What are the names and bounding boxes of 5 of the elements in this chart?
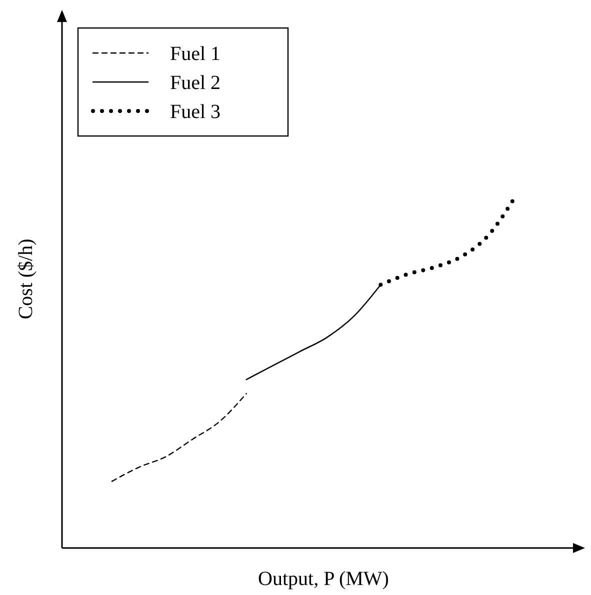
y-axis-title: Cost ($/h) — [15, 238, 37, 320]
legend-label: Fuel 1 — [170, 43, 221, 65]
legend-label: Fuel 3 — [170, 101, 221, 123]
x-axis-title: Output, P (MW) — [258, 568, 389, 590]
legend-label: Fuel 2 — [170, 72, 221, 94]
